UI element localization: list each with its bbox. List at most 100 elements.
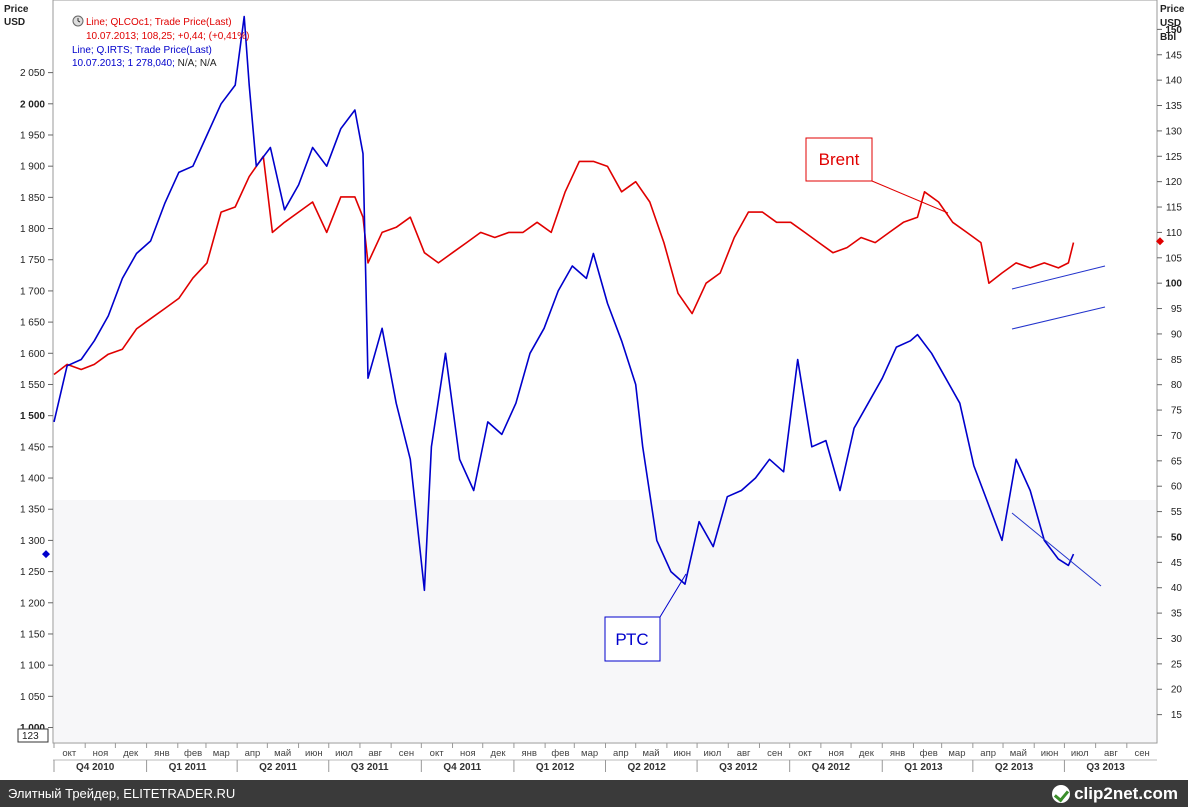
quarter-label: Q2 2012 [628, 762, 667, 773]
month-tick-label: янв [890, 748, 905, 759]
quarter-label: Q3 2011 [351, 762, 389, 773]
month-tick-label: сен [767, 748, 782, 759]
left-tick-label: 1 650 [20, 318, 45, 329]
left-tick-label: 1 300 [20, 536, 45, 547]
right-tick-label: 150 [1165, 25, 1182, 36]
left-tick-label: 1 150 [20, 629, 45, 640]
month-tick-label: июн [673, 748, 691, 759]
brent-callout: Brent [805, 137, 949, 214]
right-tick-label: 145 [1165, 50, 1182, 61]
right-axis: 15 20 25 30 35 40 45 50 55 60 65 70 75 80 85 90 95 100 105… [1157, 25, 1182, 721]
right-tick-label: 55 [1171, 507, 1183, 518]
left-tick-label: 1 800 [20, 224, 45, 235]
right-tick-label: 40 [1171, 583, 1183, 594]
right-tick-label: 65 [1171, 456, 1183, 467]
left-axis-last-value-marker [42, 550, 50, 559]
left-axis-unit: USD [4, 17, 25, 28]
month-tick-label: апр [613, 748, 629, 759]
right-tick-label: 95 [1171, 304, 1183, 315]
month-tick-label: дек [859, 748, 875, 759]
month-tick-label: авг [737, 748, 751, 759]
series-line-rts [53, 15, 1075, 592]
left-axis-badge[interactable]: 123 [17, 728, 49, 743]
left-tick-label: 1 450 [20, 442, 45, 453]
right-tick-label: 85 [1171, 355, 1183, 366]
footer-site-name: Элитный Трейдер, ELITETRADER.RU [8, 786, 236, 801]
quarter-label: Q3 2013 [1086, 762, 1125, 773]
left-tick-label: 1 750 [20, 255, 45, 266]
right-axis-title: Price [1160, 4, 1185, 15]
right-tick-label: 70 [1171, 431, 1183, 442]
month-tick-label: ноя [828, 748, 844, 759]
quarter-label: Q2 2013 [995, 762, 1034, 773]
month-tick-label: янв [522, 748, 537, 759]
rts-callout-label: РТС [615, 630, 648, 649]
right-tick-label: 30 [1171, 634, 1183, 645]
footer-logo-text: clip2net.com [1074, 783, 1178, 803]
left-tick-label: 1 550 [20, 380, 45, 391]
right-tick-label: 25 [1171, 659, 1183, 670]
month-tick-label: июл [1071, 748, 1089, 759]
quarter-label: Q4 2010 [76, 762, 115, 773]
month-tick-label: мар [581, 748, 598, 759]
right-tick-label: 60 [1171, 482, 1183, 493]
month-tick-label: сен [1134, 748, 1149, 759]
left-tick-label: 1 050 [20, 692, 45, 703]
month-tick-label: ноя [460, 748, 476, 759]
right-tick-label: 35 [1171, 609, 1183, 620]
right-axis-last-value-marker [1156, 237, 1164, 246]
month-tick-label: фев [551, 748, 569, 759]
month-tick-label: дек [491, 748, 507, 759]
brent-callout-label: Brent [819, 150, 860, 169]
month-tick-label: мар [948, 748, 965, 759]
month-tick-label: апр [245, 748, 261, 759]
x-axis: окт ноя дек янв фев мар апр май июн июл авг сен окт н… [53, 742, 1157, 773]
right-tick-label: 105 [1165, 253, 1182, 264]
month-tick-label: ноя [93, 748, 109, 759]
right-tick-label: 15 [1171, 710, 1183, 721]
right-tick-label: 125 [1165, 152, 1182, 163]
left-tick-label: 1 600 [20, 349, 45, 360]
left-tick-label: 1 850 [20, 193, 45, 204]
right-tick-label: 80 [1171, 380, 1183, 391]
left-tick-label: 1 700 [20, 286, 45, 297]
quarter-label: Q1 2012 [536, 762, 575, 773]
legend-rts-title: Line; Q.IRTS; Trade Price(Last) [72, 45, 212, 56]
month-tick-label: май [642, 748, 659, 759]
left-tick-label: 1 250 [20, 567, 45, 578]
month-tick-label: фев [184, 748, 202, 759]
right-axis-unit-bbl: Bbl [1160, 32, 1176, 43]
month-tick-label: май [1010, 748, 1027, 759]
quarter-label: Q1 2011 [169, 762, 207, 773]
legend-brent-values: 10.07.2013; 108,25; +0,44; (+0,41%) [86, 31, 249, 42]
right-tick-label: 110 [1166, 228, 1182, 239]
legend-rts-values: 10.07.2013; 1 278,040; N/A; N/A [72, 58, 217, 69]
rts-callout: РТС [604, 573, 687, 662]
right-tick-label: 130 [1165, 126, 1182, 137]
right-tick-label: 135 [1165, 101, 1182, 112]
left-axis-badge-label: 123 [22, 731, 39, 742]
quarter-label: Q3 2012 [719, 762, 758, 773]
month-tick-label: янв [154, 748, 169, 759]
month-tick-label: июл [335, 748, 353, 759]
left-tick-label: 1 350 [20, 505, 45, 516]
legend: Line; QLCOc1; Trade Price(Last) 10.07.20… [72, 15, 249, 69]
right-tick-label: 115 [1166, 203, 1182, 214]
left-tick-label: 1 500 [20, 411, 45, 422]
month-tick-label: окт [430, 748, 445, 759]
footer-logo[interactable]: clip2net.com [1052, 783, 1178, 804]
month-tick-label: сен [399, 748, 414, 759]
month-tick-label: июн [1041, 748, 1059, 759]
right-axis-unit: USD [1160, 18, 1181, 29]
month-tick-label: июл [703, 748, 721, 759]
right-tick-label: 75 [1171, 406, 1183, 417]
right-tick-label: 45 [1171, 558, 1183, 569]
series-line-brent [53, 155, 1075, 376]
quarter-label: Q1 2013 [904, 762, 943, 773]
month-tick-label: фев [920, 748, 938, 759]
left-tick-label: 1 400 [20, 474, 45, 485]
month-tick-label: мар [213, 748, 230, 759]
brent-channel-lines [1011, 265, 1106, 330]
left-tick-label: 2 050 [20, 68, 45, 79]
